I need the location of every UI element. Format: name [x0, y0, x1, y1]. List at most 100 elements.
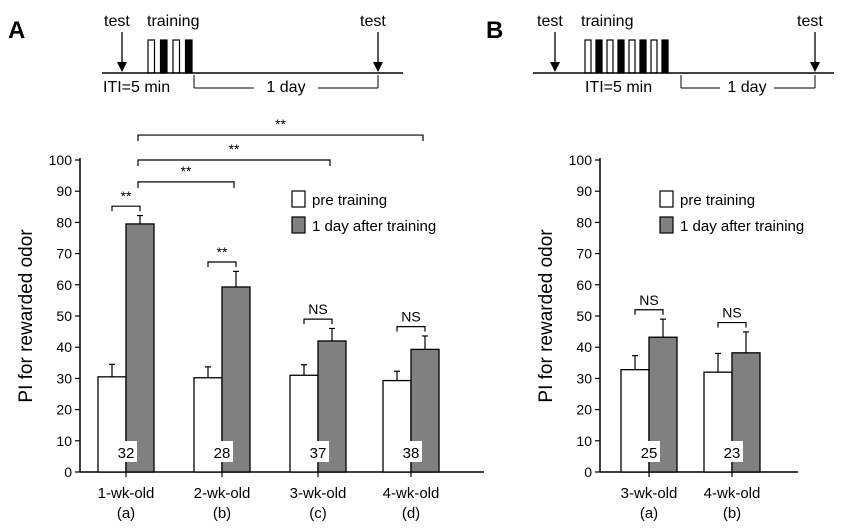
chart-a-sig-bracket — [111, 205, 141, 212]
chart-a-between-sig-label: ** — [275, 116, 286, 132]
chart-a-bar — [125, 223, 155, 473]
chart-a-n-label: 32 — [118, 445, 135, 462]
chart-b-y-tick-label: 50 — [576, 308, 592, 324]
protocol-a-iti: ITI=5 min — [103, 79, 170, 96]
protocol-b-training-blocks — [584, 39, 669, 74]
chart-b-legend-label: pre training — [680, 192, 755, 209]
chart-b-y-tick-label: 0 — [584, 464, 592, 480]
chart-b-y-tick-label: 10 — [576, 433, 592, 449]
panel-letter-b: B — [486, 17, 503, 44]
protocol-b-block-unrewarded — [650, 39, 658, 74]
chart-b-y-tick-label: 40 — [576, 339, 592, 355]
protocol-a-test-before: test — [104, 13, 130, 30]
chart-a-n-label: 28 — [214, 445, 231, 462]
protocol-b-block-rewarded — [661, 39, 669, 74]
chart-b-y-tick-label: 100 — [569, 152, 593, 168]
protocol-a-test-before-arrowhead — [117, 62, 127, 72]
chart-a-category-label: 2-wk-old — [194, 485, 251, 502]
protocol-a-interval: 1 day — [266, 79, 305, 96]
chart-a-legend-label: 1 day after training — [312, 218, 436, 235]
chart-a-category-label: 3-wk-old — [290, 485, 347, 502]
protocol-a: test training ITI=5 min 1 day test — [102, 13, 403, 96]
protocol-b: test training ITI=5 min 1 day test — [533, 13, 834, 96]
protocol-b-test-after: test — [797, 13, 823, 30]
chart-b-n-box — [721, 441, 743, 462]
protocol-b-block-rewarded — [639, 39, 647, 74]
chart-a-y-tick-label: 60 — [56, 277, 72, 293]
chart-a-sig-label: NS — [308, 301, 327, 317]
chart-a-ylabel: PI for rewarded odor — [16, 229, 37, 403]
chart-a-n-box — [400, 441, 422, 462]
chart-a-y-tick-label: 70 — [56, 246, 72, 262]
chart-b-n-box — [638, 441, 660, 462]
chart-b-sig-bracket — [717, 321, 747, 328]
chart-a-n-box — [115, 441, 137, 462]
chart-a: 0 10 20 30 40 50 60 70 80 90 100 32 ** 1-wk-old (a) 28 *… — [49, 116, 484, 522]
chart-a-category-label: 4-wk-old — [383, 485, 440, 502]
chart-b-n-label: 25 — [641, 445, 658, 462]
chart-b-y-tick-label: 30 — [576, 370, 592, 386]
protocol-b-interval: 1 day — [727, 79, 766, 96]
chart-b-legend-swatch — [659, 216, 674, 234]
chart-a-n-label: 37 — [310, 445, 327, 462]
chart-a-between-bracket — [137, 181, 235, 188]
protocol-b-block-unrewarded — [628, 39, 636, 74]
chart-b-legend-label: 1 day after training — [680, 218, 804, 235]
protocol-a-test-after: test — [360, 13, 386, 30]
panel-letter-a: A — [8, 17, 25, 44]
chart-b-category-label: 4-wk-old — [704, 485, 761, 502]
chart-a-subcategory-label: (d) — [402, 505, 420, 522]
chart-a-sig-label: NS — [401, 309, 420, 325]
chart-a-y-tick-label: 30 — [56, 370, 72, 386]
chart-b-y-tick-label: 90 — [576, 183, 592, 199]
chart-a-y-tick-label: 80 — [56, 214, 72, 230]
chart-a-n-box — [307, 441, 329, 462]
protocol-a-block-unrewarded — [172, 39, 181, 74]
chart-a-y-tick-label: 0 — [64, 464, 72, 480]
chart-b-bar — [620, 369, 650, 473]
chart-a-category-label: 1-wk-old — [98, 485, 155, 502]
chart-a-legend-swatch — [291, 190, 306, 208]
chart-a-legend-swatch — [291, 216, 306, 234]
chart-b-n-label: 23 — [724, 445, 741, 462]
protocol-a-test-after-arrowhead — [373, 62, 383, 72]
chart-a-sig-bracket — [396, 326, 426, 332]
chart-a-between-bracket — [137, 134, 424, 142]
chart-a-subcategory-label: (b) — [213, 505, 231, 522]
chart-a-y-tick-label: 90 — [56, 183, 72, 199]
chart-b-category-label: 3-wk-old — [621, 485, 678, 502]
chart-a-subcategory-label: (a) — [117, 505, 135, 522]
chart-a-sig-bracket — [303, 318, 333, 325]
chart-a-sig-label: ** — [217, 244, 228, 260]
chart-a-between-sig-label: ** — [229, 141, 240, 157]
protocol-b-test-after-arrowhead — [810, 62, 820, 72]
chart-a-n-box — [211, 441, 233, 462]
chart-a-bar — [382, 379, 412, 473]
protocol-b-test-before-arrowhead — [550, 62, 560, 72]
chart-b: 0 10 20 30 40 50 60 70 80 90 100 25 NS 3-wk-old (a) 23 N… — [569, 152, 805, 522]
chart-b-ylabel: PI for rewarded odor — [536, 229, 557, 403]
chart-b-sig-label: NS — [639, 292, 658, 308]
chart-a-y-tick-label: 100 — [49, 152, 73, 168]
protocol-b-block-unrewarded — [584, 39, 592, 74]
protocol-a-block-rewarded — [184, 39, 193, 74]
protocol-a-training: training — [147, 13, 199, 30]
chart-b-y-tick-label: 70 — [576, 246, 592, 262]
chart-a-between-sig-label: ** — [181, 163, 192, 179]
chart-a-y-tick-label: 10 — [56, 433, 72, 449]
protocol-b-block-unrewarded — [606, 39, 614, 74]
chart-b-y-tick-label: 20 — [576, 402, 592, 418]
chart-b-y-tick-label: 80 — [576, 214, 592, 230]
protocol-a-block-unrewarded — [147, 39, 156, 74]
chart-b-legend-swatch — [659, 190, 674, 208]
protocol-b-block-rewarded — [617, 39, 625, 74]
chart-a-y-tick-label: 20 — [56, 402, 72, 418]
chart-a-sig-bracket — [207, 261, 237, 268]
chart-a-legend-label: pre training — [312, 192, 387, 209]
chart-b-subcategory-label: (a) — [640, 505, 658, 522]
chart-a-y-tick-label: 50 — [56, 308, 72, 324]
chart-b-subcategory-label: (b) — [723, 505, 741, 522]
chart-a-sig-label: ** — [121, 188, 132, 204]
chart-b-y-tick-label: 60 — [576, 277, 592, 293]
chart-b-sig-label: NS — [722, 305, 741, 321]
